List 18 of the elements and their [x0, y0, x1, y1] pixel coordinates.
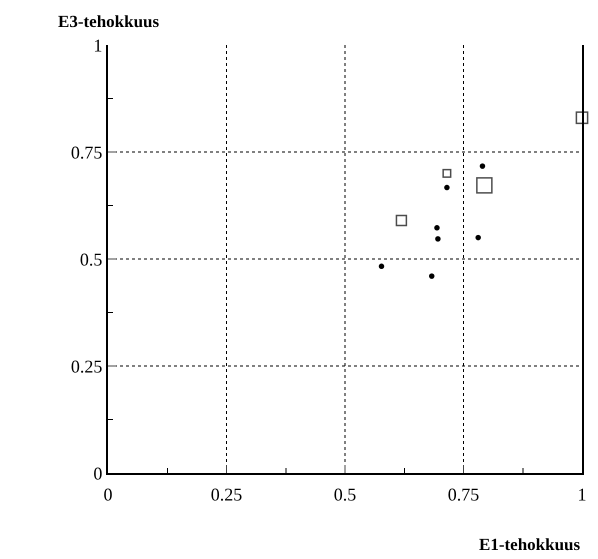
point: [435, 236, 441, 242]
x-axis-title: E1-tehokkuus: [479, 535, 580, 554]
point: [428, 273, 434, 279]
y-tick-label: 0.5: [80, 249, 102, 270]
x-tick-label: 0.25: [210, 484, 242, 505]
y-tick-label: 0.75: [70, 142, 102, 162]
x-tick-label: 0.5: [334, 484, 356, 505]
point: [444, 184, 450, 190]
point: [378, 264, 384, 270]
x-tick-label: 0.75: [448, 484, 480, 505]
y-tick-label: 1: [93, 35, 102, 56]
y-axis-title: E3-tehokkuus: [58, 12, 160, 31]
point: [434, 225, 440, 231]
y-tick-label: 0: [93, 463, 102, 484]
y-tick-label: 0.25: [70, 356, 102, 376]
x-tick-label: 1: [578, 484, 586, 505]
point: [480, 163, 486, 169]
point: [475, 234, 481, 240]
